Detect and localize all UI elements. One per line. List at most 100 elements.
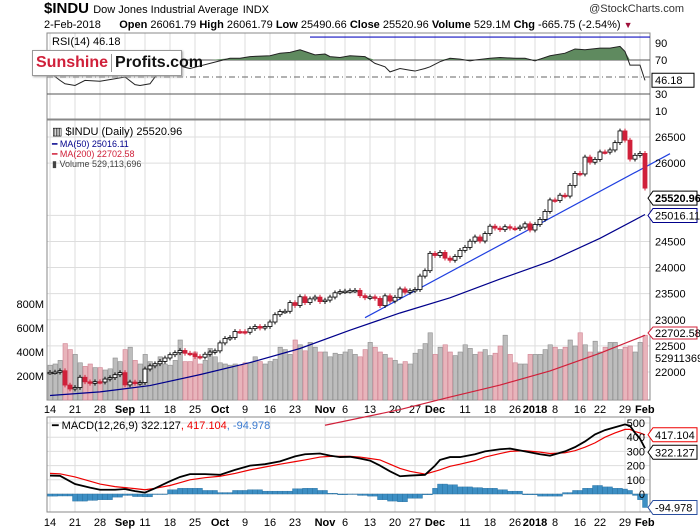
macd-histogram-bar <box>407 493 413 499</box>
candle-body <box>462 246 468 251</box>
candlestick <box>482 231 488 244</box>
candlestick <box>262 324 268 331</box>
volume-bar <box>467 348 473 401</box>
x-axis-tick-label: 14 <box>44 517 56 529</box>
candle-body <box>302 296 308 303</box>
volume-bar <box>277 346 283 401</box>
candle-body <box>137 382 143 385</box>
candlestick <box>77 374 83 390</box>
macd-panel <box>46 416 651 513</box>
volume-bar <box>57 360 63 401</box>
macd-histogram-bar <box>462 486 468 495</box>
x-axis-tick-label: 29 <box>619 517 631 529</box>
candle-body <box>87 381 93 384</box>
candlestick <box>122 370 128 388</box>
candle-body <box>402 288 408 293</box>
volume-bar <box>262 363 268 401</box>
macd-histogram-bar <box>612 488 618 495</box>
candlestick <box>432 251 438 258</box>
candle-body <box>477 236 483 242</box>
macd-histogram-bar <box>222 492 228 495</box>
candle-body <box>432 252 438 256</box>
macd-histogram-bar <box>632 493 638 496</box>
macd-histogram-bar <box>307 488 313 495</box>
x-axis-tick-label: 25 <box>189 404 201 416</box>
candlestick <box>502 224 508 232</box>
volume-bar <box>222 363 228 401</box>
macd-histogram-bar <box>377 493 383 500</box>
volume-bar <box>247 362 253 401</box>
candlestick <box>632 152 638 162</box>
candle-body <box>542 211 548 220</box>
candlestick <box>357 288 363 299</box>
macd-histogram-bar <box>122 493 128 496</box>
macd-histogram-bar <box>97 493 103 500</box>
macd-histogram-bar <box>217 492 223 495</box>
macd-histogram-bar <box>262 490 268 495</box>
candle-body <box>352 289 358 293</box>
candlestick <box>197 354 203 360</box>
candle-body <box>357 289 363 297</box>
macd-title-part: ━ MACD(12,26,9) 322.127 <box>51 420 181 432</box>
candlestick <box>547 197 553 214</box>
volume-bar <box>52 363 58 401</box>
candle-body <box>412 289 418 292</box>
candlestick <box>287 300 293 314</box>
macd-histogram-bar <box>157 493 163 495</box>
candle-body <box>267 321 273 327</box>
volume-bar <box>622 346 628 401</box>
x-axis-tick-label: Feb <box>635 404 655 416</box>
macd-histogram-bar <box>532 493 538 495</box>
candle-body <box>407 290 413 293</box>
volume-bar <box>282 349 288 401</box>
volume-bar <box>577 332 583 401</box>
volume-bar <box>592 340 598 401</box>
volume-bar <box>552 346 558 401</box>
candle-body <box>92 381 98 384</box>
macd-histogram-bar <box>572 490 578 495</box>
volume-bar <box>617 349 623 401</box>
macd-histogram-bar <box>272 490 278 495</box>
volume-bar <box>207 348 213 401</box>
candlestick <box>412 287 418 294</box>
candlestick <box>327 294 333 303</box>
candle-body <box>527 223 533 231</box>
macd-histogram-bar <box>197 488 203 495</box>
candle-body <box>572 172 578 186</box>
candle-body <box>587 156 593 163</box>
sunshine-profits-logo: Sunshine Profits.com <box>32 50 203 76</box>
volume-bar <box>482 349 488 401</box>
candlestick <box>587 154 593 165</box>
volume-bar <box>217 362 223 401</box>
candlestick <box>112 372 118 380</box>
candlestick <box>172 350 178 358</box>
macd-histogram-bar <box>507 490 513 495</box>
volume-bar <box>542 349 548 401</box>
candle-body <box>227 337 233 340</box>
candle-body <box>602 151 608 154</box>
volume-tag-text: 529113696 <box>655 353 700 365</box>
candlestick <box>162 355 168 364</box>
candle-body <box>397 288 403 298</box>
candlestick <box>267 319 273 329</box>
volume-bar <box>372 346 378 401</box>
macd-histogram-bar <box>92 493 98 501</box>
candlestick <box>612 140 618 153</box>
volume-bar <box>477 351 483 401</box>
macd-histogram-bar <box>402 493 408 503</box>
candlestick <box>247 326 253 335</box>
candlestick <box>67 382 73 392</box>
macd-histogram-bar <box>137 493 143 497</box>
candlestick <box>562 192 568 199</box>
candle-body <box>322 299 328 303</box>
candlestick <box>347 288 353 294</box>
macd-histogram-bar <box>317 490 323 495</box>
volume-bar <box>557 349 563 401</box>
candlestick <box>602 149 608 155</box>
volume-bar <box>252 356 258 401</box>
x-axis-tick-label: 14 <box>44 404 56 416</box>
volume-bar <box>67 349 73 401</box>
candle-body <box>57 370 63 373</box>
macd-histogram-bar <box>527 493 533 495</box>
macd-histogram-bar <box>77 493 83 502</box>
